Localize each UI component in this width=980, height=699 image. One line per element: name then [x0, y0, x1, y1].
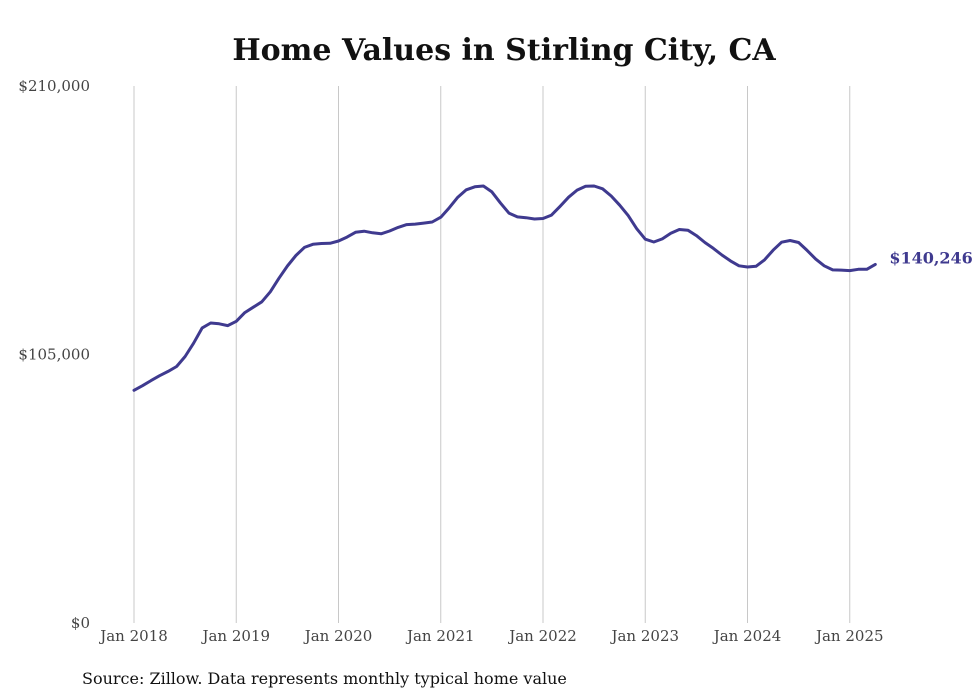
chart-title: Home Values in Stirling City, CA	[232, 33, 776, 68]
y-tick-label: $210,000	[18, 77, 90, 95]
x-tick-label: Jan 2024	[712, 627, 782, 645]
x-axis: Jan 2018 Jan 2019 Jan 2020 Jan 2021 Jan 2022…	[98, 627, 883, 645]
y-axis: $0 $105,000 $210,000	[18, 77, 90, 632]
x-tick-label: Jan 2019	[200, 627, 270, 645]
series-line	[132, 184, 877, 392]
gridlines	[133, 86, 851, 623]
series-layer	[132, 184, 877, 392]
x-tick-label: Jan 2021	[405, 627, 475, 645]
last-value-label: $140,246	[889, 248, 973, 267]
y-tick-label: $105,000	[18, 346, 90, 364]
y-tick-label: $0	[71, 614, 90, 632]
x-tick-label: Jan 2018	[98, 627, 168, 645]
x-tick-label: Jan 2025	[814, 627, 884, 645]
x-tick-label: Jan 2020	[303, 627, 373, 645]
x-tick-label: Jan 2022	[507, 627, 577, 645]
x-tick-label: Jan 2023	[609, 627, 679, 645]
source-note: Source: Zillow. Data represents monthly …	[82, 669, 567, 688]
